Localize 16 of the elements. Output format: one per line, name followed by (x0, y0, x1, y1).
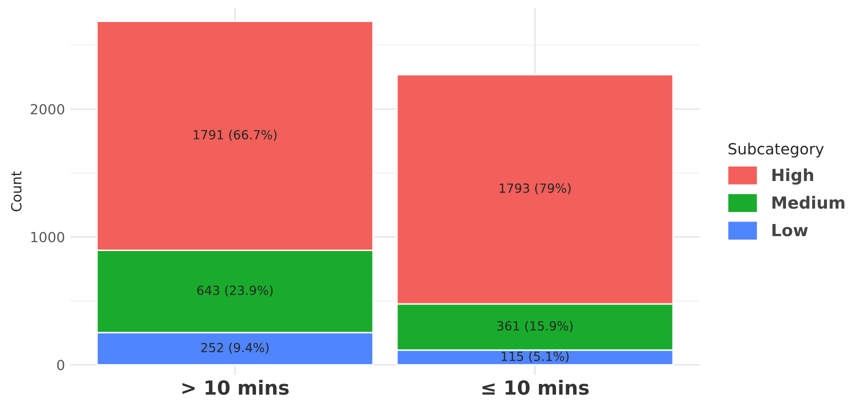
x-tick-label: > 10 mins (182, 380, 289, 395)
y-tick-label: 0 (57, 360, 64, 370)
data-label: 252 (9.4%) (201, 342, 269, 354)
legend-title: Subcategory (728, 142, 824, 158)
y-tick-label: 2000 (30, 104, 64, 114)
y-tick-label: 1000 (31, 232, 64, 242)
x-tick-label: ≤ 10 mins (482, 380, 589, 395)
y-axis-title: Count (11, 171, 22, 212)
legend-label: Medium (772, 196, 844, 209)
legend-label: Low (772, 224, 808, 236)
data-label: 1791 (66.7%) (194, 130, 277, 141)
legend-label: High (772, 168, 814, 185)
data-label: 1793 (79%) (500, 183, 571, 194)
data-label: 115 (5.1%) (502, 351, 569, 363)
data-label: 643 (23.9%) (197, 285, 273, 297)
data-label: 361 (15.9%) (497, 320, 573, 332)
